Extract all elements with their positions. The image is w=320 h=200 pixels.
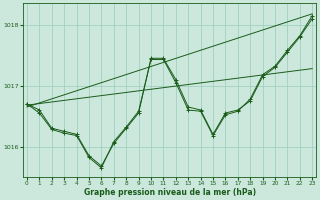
X-axis label: Graphe pression niveau de la mer (hPa): Graphe pression niveau de la mer (hPa) <box>84 188 256 197</box>
